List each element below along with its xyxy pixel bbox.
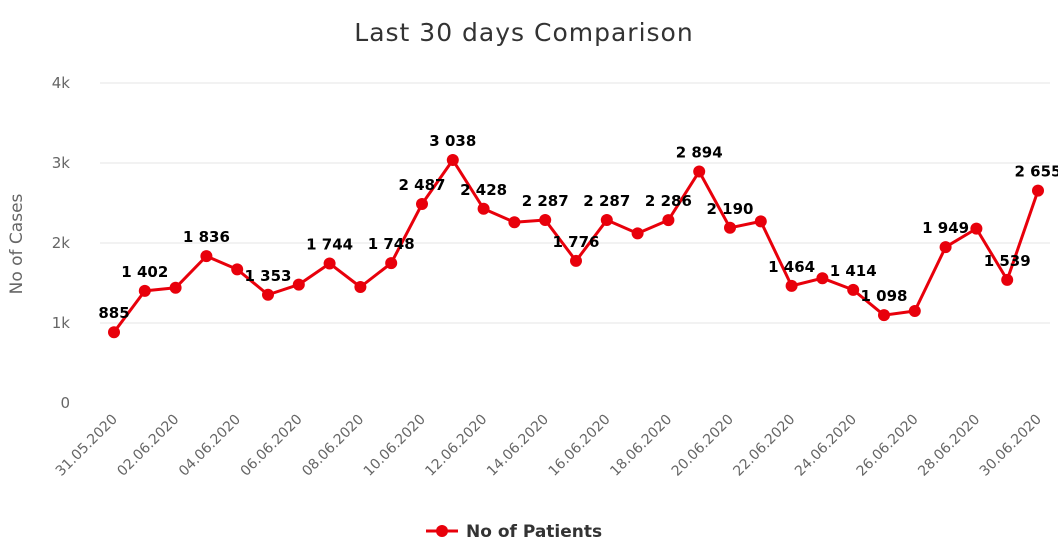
x-tick-label: 26.06.2020 <box>854 412 922 480</box>
legend-dot-marker <box>436 525 448 537</box>
y-tick-label: 0 <box>60 394 70 412</box>
x-tick-label: 06.06.2020 <box>238 412 306 480</box>
data-point[interactable] <box>200 250 213 263</box>
data-point[interactable] <box>416 198 428 211</box>
data-point[interactable] <box>816 272 829 285</box>
data-point[interactable] <box>878 309 890 322</box>
data-label: 2 190 <box>707 200 754 218</box>
x-tick-label: 12.06.2020 <box>422 412 490 480</box>
data-label: 3 038 <box>429 132 476 150</box>
data-point[interactable] <box>970 222 983 235</box>
y-tick-label: 2k <box>52 234 71 252</box>
data-point[interactable] <box>539 214 552 227</box>
data-point[interactable] <box>847 283 860 296</box>
y-tick-label: 3k <box>52 154 71 172</box>
x-tick-label: 20.06.2020 <box>669 412 737 480</box>
data-label: 1 949 <box>922 219 969 237</box>
data-label: 1 748 <box>368 235 415 253</box>
x-tick-label: 24.06.2020 <box>792 412 860 480</box>
y-tick-label: 1k <box>52 314 71 332</box>
data-label: 2 287 <box>583 192 630 210</box>
data-point[interactable] <box>600 214 613 227</box>
data-point[interactable] <box>939 241 952 254</box>
data-label: 1 539 <box>984 252 1031 270</box>
x-tick-label: 18.06.2020 <box>607 412 675 480</box>
data-label: 2 287 <box>522 192 569 210</box>
data-label: 2 894 <box>676 143 723 161</box>
data-point[interactable] <box>477 202 490 215</box>
data-point[interactable] <box>323 257 336 270</box>
x-tick-label: 30.06.2020 <box>977 412 1045 480</box>
y-axis-label: No of Cases <box>7 193 27 294</box>
data-label: 2 655 <box>1015 163 1058 181</box>
data-label: 1 464 <box>768 258 815 276</box>
x-tick-label: 04.06.2020 <box>176 412 244 480</box>
data-point[interactable] <box>908 305 921 317</box>
data-point[interactable] <box>1032 184 1044 197</box>
x-tick-label: 31.05.2020 <box>53 412 121 480</box>
x-tick-label: 16.06.2020 <box>546 412 614 480</box>
y-axis-ticks: 0 1k 2k 3k 4k <box>52 74 71 412</box>
data-point[interactable] <box>785 279 798 292</box>
x-tick-label: 14.06.2020 <box>484 412 552 480</box>
data-point[interactable] <box>631 227 644 240</box>
data-label: 1 402 <box>121 263 168 281</box>
data-point[interactable] <box>231 263 244 276</box>
data-point[interactable] <box>385 257 398 270</box>
data-label: 2 428 <box>460 181 507 199</box>
data-point[interactable] <box>1001 273 1014 286</box>
data-point[interactable] <box>693 165 706 178</box>
data-point[interactable] <box>262 288 274 301</box>
gridlines <box>100 82 1050 324</box>
y-tick-label: 4k <box>52 74 71 92</box>
legend-label: No of Patients <box>466 522 602 542</box>
series-no-of-patients <box>108 153 1044 339</box>
data-point[interactable] <box>108 326 120 339</box>
data-point[interactable] <box>446 153 459 166</box>
data-label: 1 414 <box>830 262 877 280</box>
chart-title: Last 30 days Comparison <box>354 18 693 47</box>
x-tick-label: 22.06.2020 <box>730 412 798 480</box>
x-tick-label: 02.06.2020 <box>114 412 182 480</box>
data-point[interactable] <box>724 221 736 234</box>
data-point[interactable] <box>169 281 182 294</box>
data-point[interactable] <box>508 216 521 229</box>
data-label: 885 <box>98 304 129 322</box>
data-label: 1 836 <box>183 228 230 246</box>
data-labels: 885 1 402 1 836 1 353 1 744 1 748 2 487 3 038 2 … <box>98 132 1058 322</box>
data-point[interactable] <box>754 215 767 228</box>
x-tick-label: 08.06.2020 <box>299 412 367 480</box>
data-point[interactable] <box>570 254 582 267</box>
x-axis-ticks: 31.05.202002.06.202004.06.202006.06.2020… <box>53 412 1045 480</box>
data-label: 1 776 <box>553 233 600 251</box>
x-tick-label: 10.06.2020 <box>361 412 429 480</box>
data-label: 2 286 <box>645 192 692 210</box>
data-label: 2 487 <box>399 176 446 194</box>
x-tick-label: 28.06.2020 <box>915 412 983 480</box>
legend[interactable]: No of Patients <box>426 522 602 542</box>
data-point[interactable] <box>662 214 675 227</box>
data-point[interactable] <box>138 284 151 297</box>
data-point[interactable] <box>354 281 367 293</box>
data-label: 1 353 <box>245 267 292 285</box>
data-point[interactable] <box>292 278 305 291</box>
data-label: 1 098 <box>861 287 908 305</box>
data-label: 1 744 <box>306 235 353 253</box>
